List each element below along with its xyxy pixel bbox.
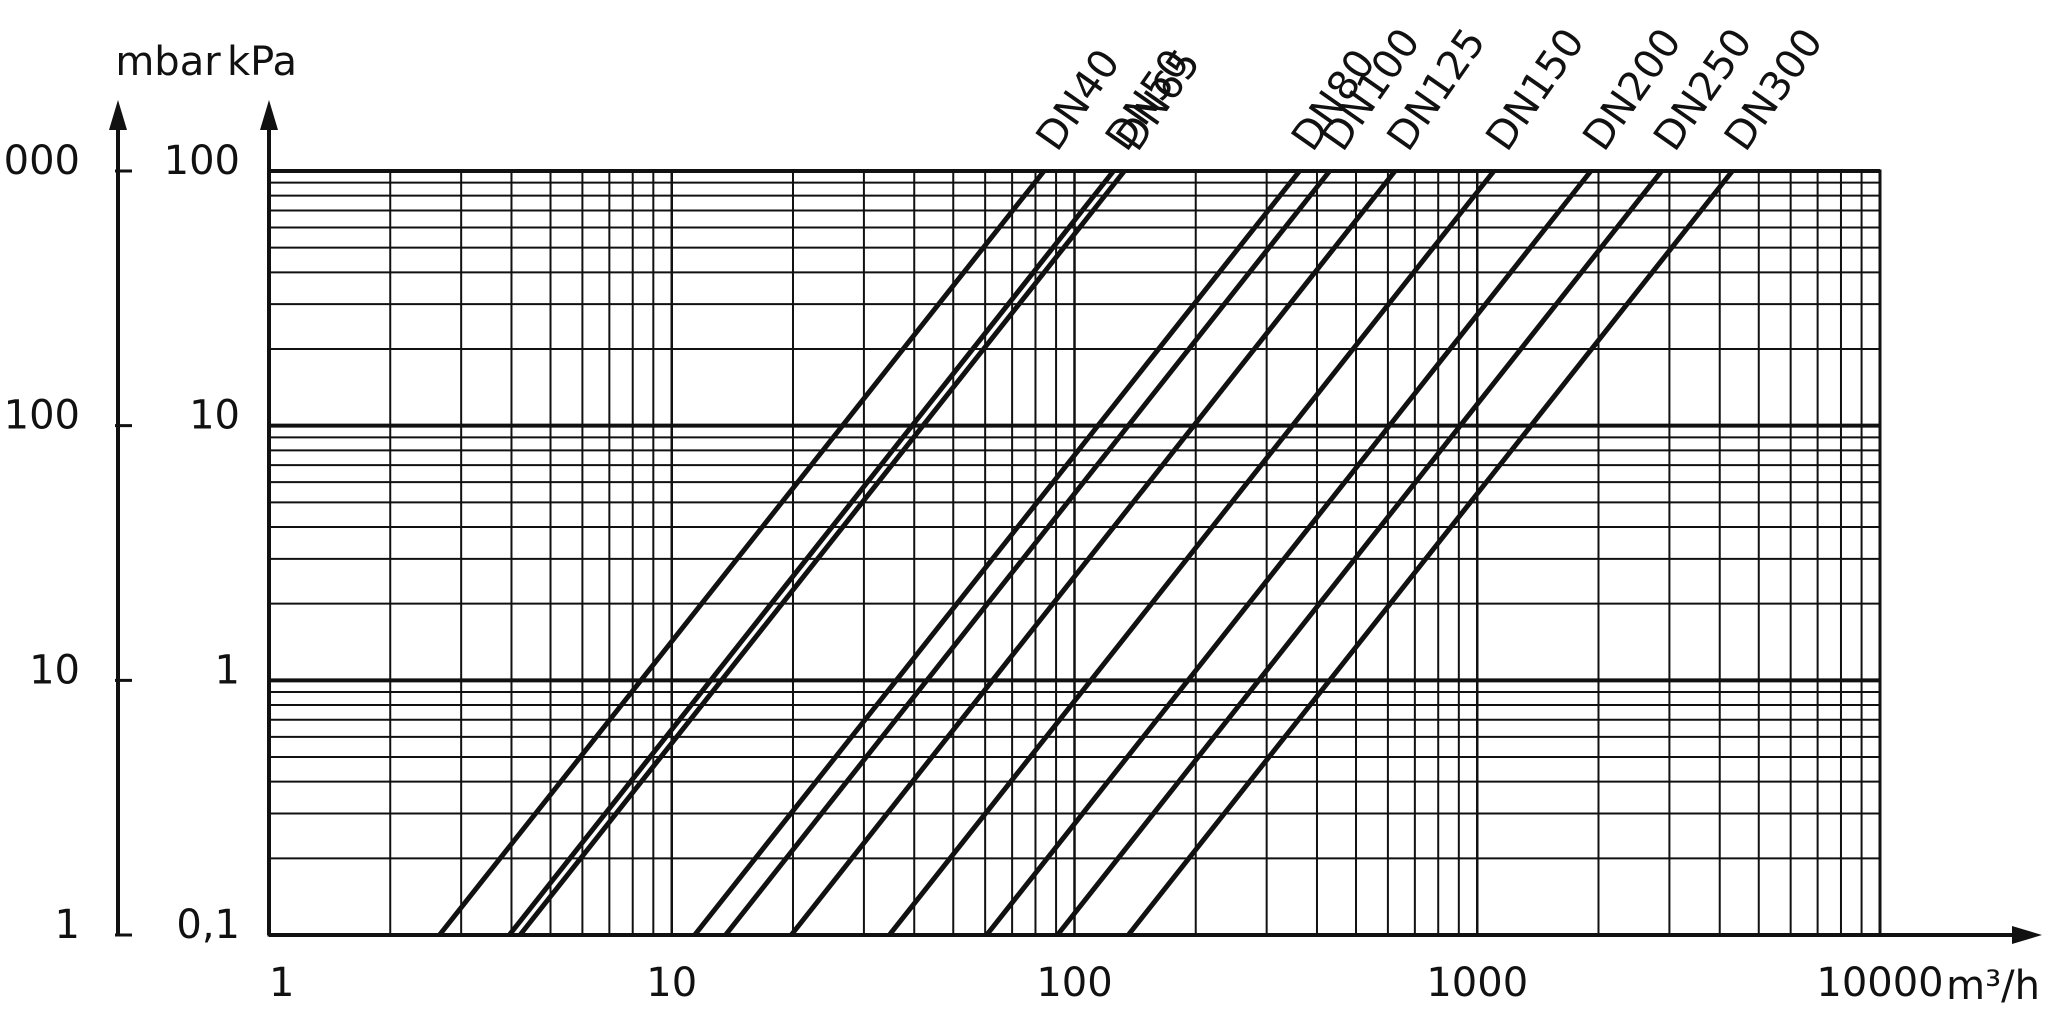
- y-tick-label: 10: [189, 393, 240, 439]
- y-tick-label: 1: [215, 647, 240, 693]
- series-line: [692, 169, 1302, 937]
- y2-tick-label: 10: [29, 647, 80, 693]
- series-line: [1055, 169, 1664, 937]
- series-line: [507, 169, 1116, 937]
- x-tick-label: 100: [1036, 960, 1112, 1006]
- series-line: [887, 169, 1496, 937]
- x-tick-label: 10: [646, 960, 697, 1006]
- series-line: [984, 169, 1593, 937]
- series-line: [723, 169, 1332, 937]
- x-axis-arrow: [2012, 926, 2042, 944]
- y2-axis-arrow: [109, 100, 127, 130]
- x-tick-label: 10000: [1816, 960, 1943, 1006]
- y-tick-label: 0,1: [176, 902, 240, 948]
- y2-tick-label: 100: [4, 393, 80, 439]
- x-axis-label: m³/h: [1946, 963, 2040, 1009]
- y2-axis-label: mbar: [115, 39, 221, 85]
- series-line: [437, 169, 1046, 937]
- series-line: [789, 169, 1398, 937]
- y2-tick-label: 1000: [0, 138, 80, 184]
- y-axis-arrow: [260, 100, 278, 130]
- y-tick-label: 100: [164, 138, 240, 184]
- y-axis-label: kPa: [227, 39, 297, 85]
- x-tick-label: 1: [269, 960, 294, 1006]
- series-line: [518, 169, 1127, 937]
- series-label: DN150: [1477, 20, 1593, 159]
- x-tick-label: 1000: [1426, 960, 1528, 1006]
- series-line: [1126, 169, 1735, 937]
- y2-tick-label: 1: [55, 902, 80, 948]
